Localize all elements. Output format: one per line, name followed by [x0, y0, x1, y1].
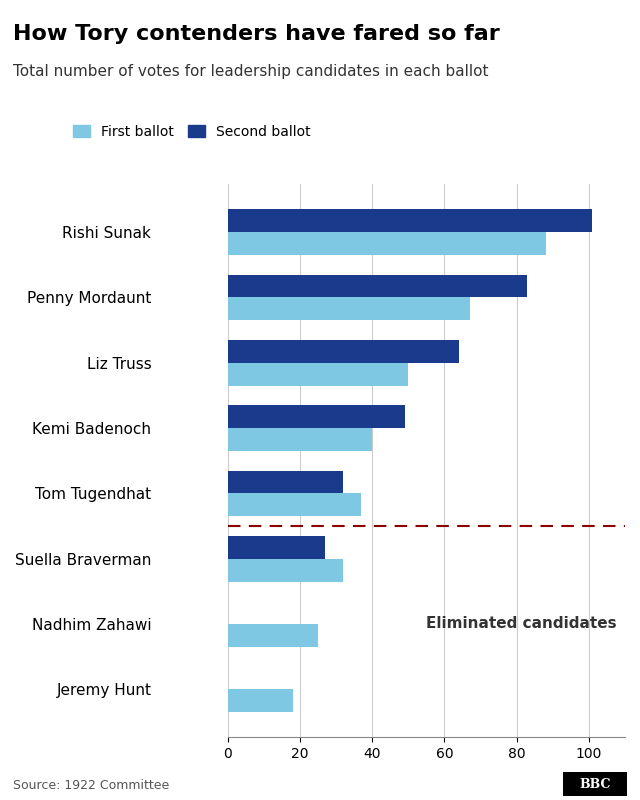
Bar	[228, 690, 292, 712]
Bar	[228, 494, 362, 516]
Text: BBC: BBC	[579, 778, 611, 790]
Legend: First ballot, Second ballot: First ballot, Second ballot	[68, 119, 316, 144]
Bar	[228, 274, 527, 298]
Text: Source: 1922 Committee: Source: 1922 Committee	[13, 779, 169, 792]
Bar	[228, 340, 459, 362]
Text: Total number of votes for leadership candidates in each ballot: Total number of votes for leadership can…	[13, 64, 488, 79]
Text: How Tory contenders have fared so far: How Tory contenders have fared so far	[13, 24, 500, 44]
Bar	[228, 558, 343, 582]
Bar	[228, 405, 404, 428]
Bar	[228, 470, 343, 494]
Bar	[228, 536, 325, 558]
Bar	[228, 624, 318, 647]
Text: Eliminated candidates: Eliminated candidates	[426, 617, 617, 631]
Bar	[228, 210, 593, 232]
Bar	[228, 362, 408, 386]
Bar	[228, 298, 470, 320]
Bar	[228, 428, 372, 451]
Bar	[228, 232, 545, 255]
